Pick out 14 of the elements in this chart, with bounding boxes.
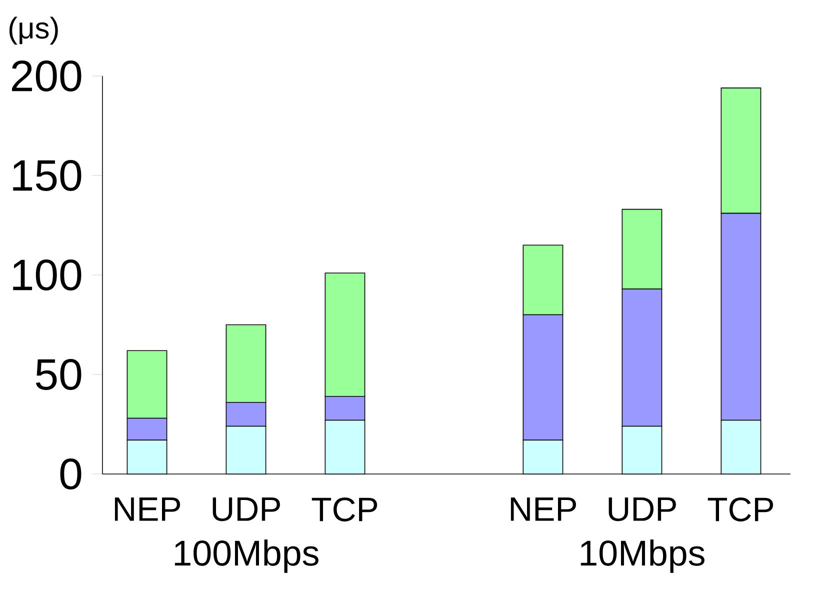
text: 100Mbps — [174, 540, 318, 573]
y-tick-label: 150 — [13, 160, 82, 191]
y-tick-label: 200 — [12, 60, 82, 92]
y-tick-label: 100 — [13, 259, 82, 290]
x-tick-label: NEP — [114, 498, 180, 521]
y-tick-label: 50 — [36, 358, 82, 390]
text: 10Mbps — [580, 540, 704, 573]
y-axis-title: (μs) — [9, 16, 58, 45]
x-tick-label: NEP — [510, 498, 576, 521]
x-tick-label: UDP — [608, 498, 676, 522]
x-tick-label: TCP — [708, 498, 774, 522]
x-tick-label: UDP — [212, 498, 280, 522]
y-tick-label: 0 — [60, 458, 82, 490]
x-tick-label: TCP — [312, 498, 378, 522]
